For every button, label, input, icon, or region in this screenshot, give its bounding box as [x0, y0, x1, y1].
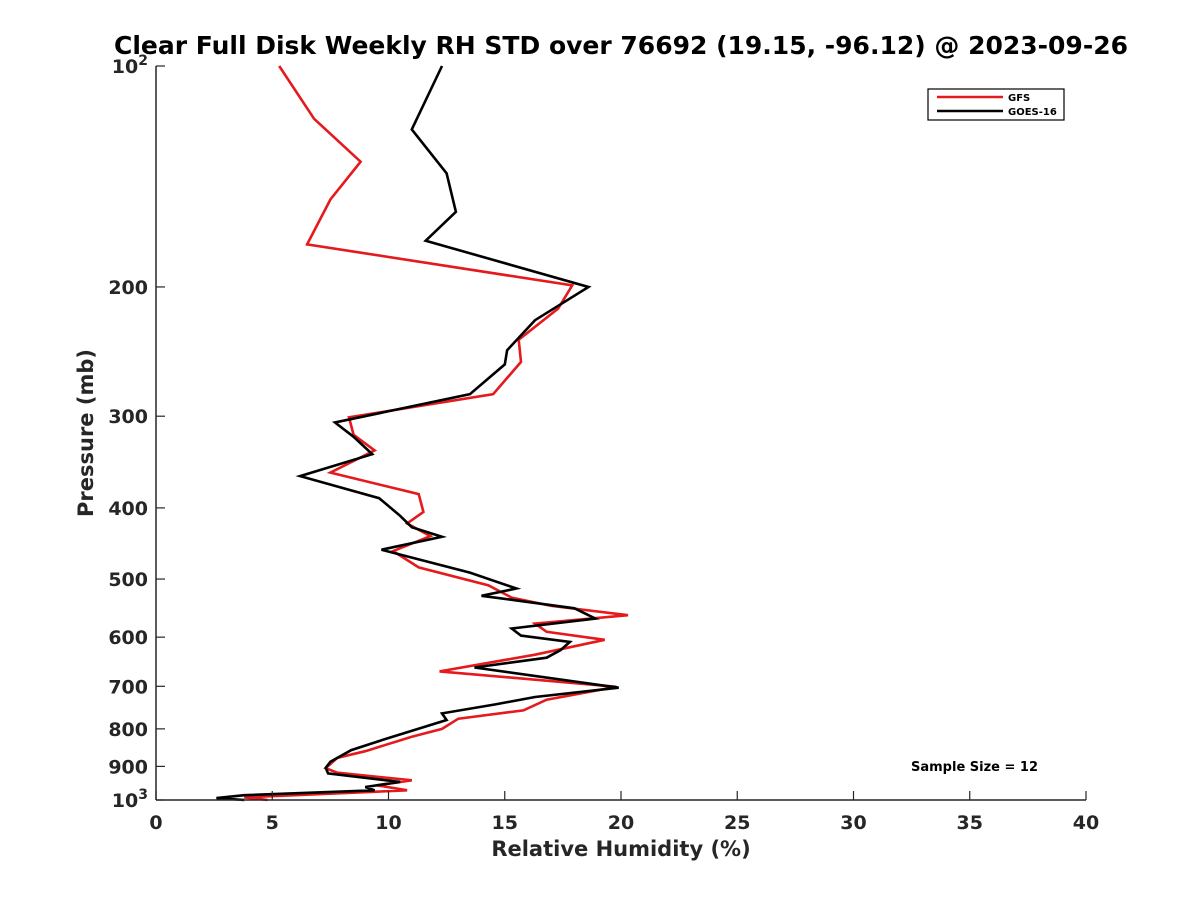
x-axis-label: Relative Humidity (%): [491, 837, 750, 861]
legend-label-gfs: GFS: [1008, 93, 1030, 104]
x-tick-label-6: 30: [840, 812, 866, 834]
x-tick-label-5: 25: [724, 812, 750, 834]
legend: GFS GOES-16: [927, 88, 1065, 121]
series-layer: [216, 65, 629, 802]
y-tick-label-3: 400: [108, 498, 148, 520]
x-tick-label-3: 15: [492, 812, 518, 834]
y-tick-label-6: 700: [108, 676, 148, 698]
x-tick-label-2: 10: [375, 812, 401, 834]
y-tick-label-8: 900: [108, 756, 148, 778]
y-tick-label-7: 800: [108, 719, 148, 741]
x-tick-label-8: 40: [1073, 812, 1099, 834]
y-tick-label-2: 300: [108, 406, 148, 428]
sample-size-annotation: Sample Size = 12: [911, 760, 1038, 775]
y-tick-label-5: 600: [108, 627, 148, 649]
chart-title: Clear Full Disk Weekly RH STD over 76692…: [114, 31, 1128, 60]
legend-label-goes16: GOES-16: [1008, 107, 1057, 118]
plot-area: 0 5 10 15 20 25 30 35 40 102 200 300 400 500 600 700 80…: [108, 53, 1099, 834]
legend-box: [927, 88, 1065, 121]
x-axis-ticks: 0 5 10 15 20 25 30 35 40: [149, 791, 1099, 834]
y-tick-label-0: 102: [112, 53, 148, 78]
x-tick-label-0: 0: [149, 812, 162, 834]
x-tick-label-7: 35: [957, 812, 983, 834]
x-tick-label-4: 20: [608, 812, 634, 834]
y-tick-label-9: 103: [112, 787, 148, 812]
series-line-gfs: [244, 65, 629, 802]
y-tick-label-4: 500: [108, 569, 148, 591]
series-line-goes16: [216, 65, 619, 802]
y-axis-ticks: 102 200 300 400 500 600 700 800 900 103: [108, 53, 165, 812]
y-tick-label-1: 200: [108, 277, 148, 299]
y-axis-label: Pressure (mb): [74, 349, 98, 517]
x-tick-label-1: 5: [266, 812, 279, 834]
